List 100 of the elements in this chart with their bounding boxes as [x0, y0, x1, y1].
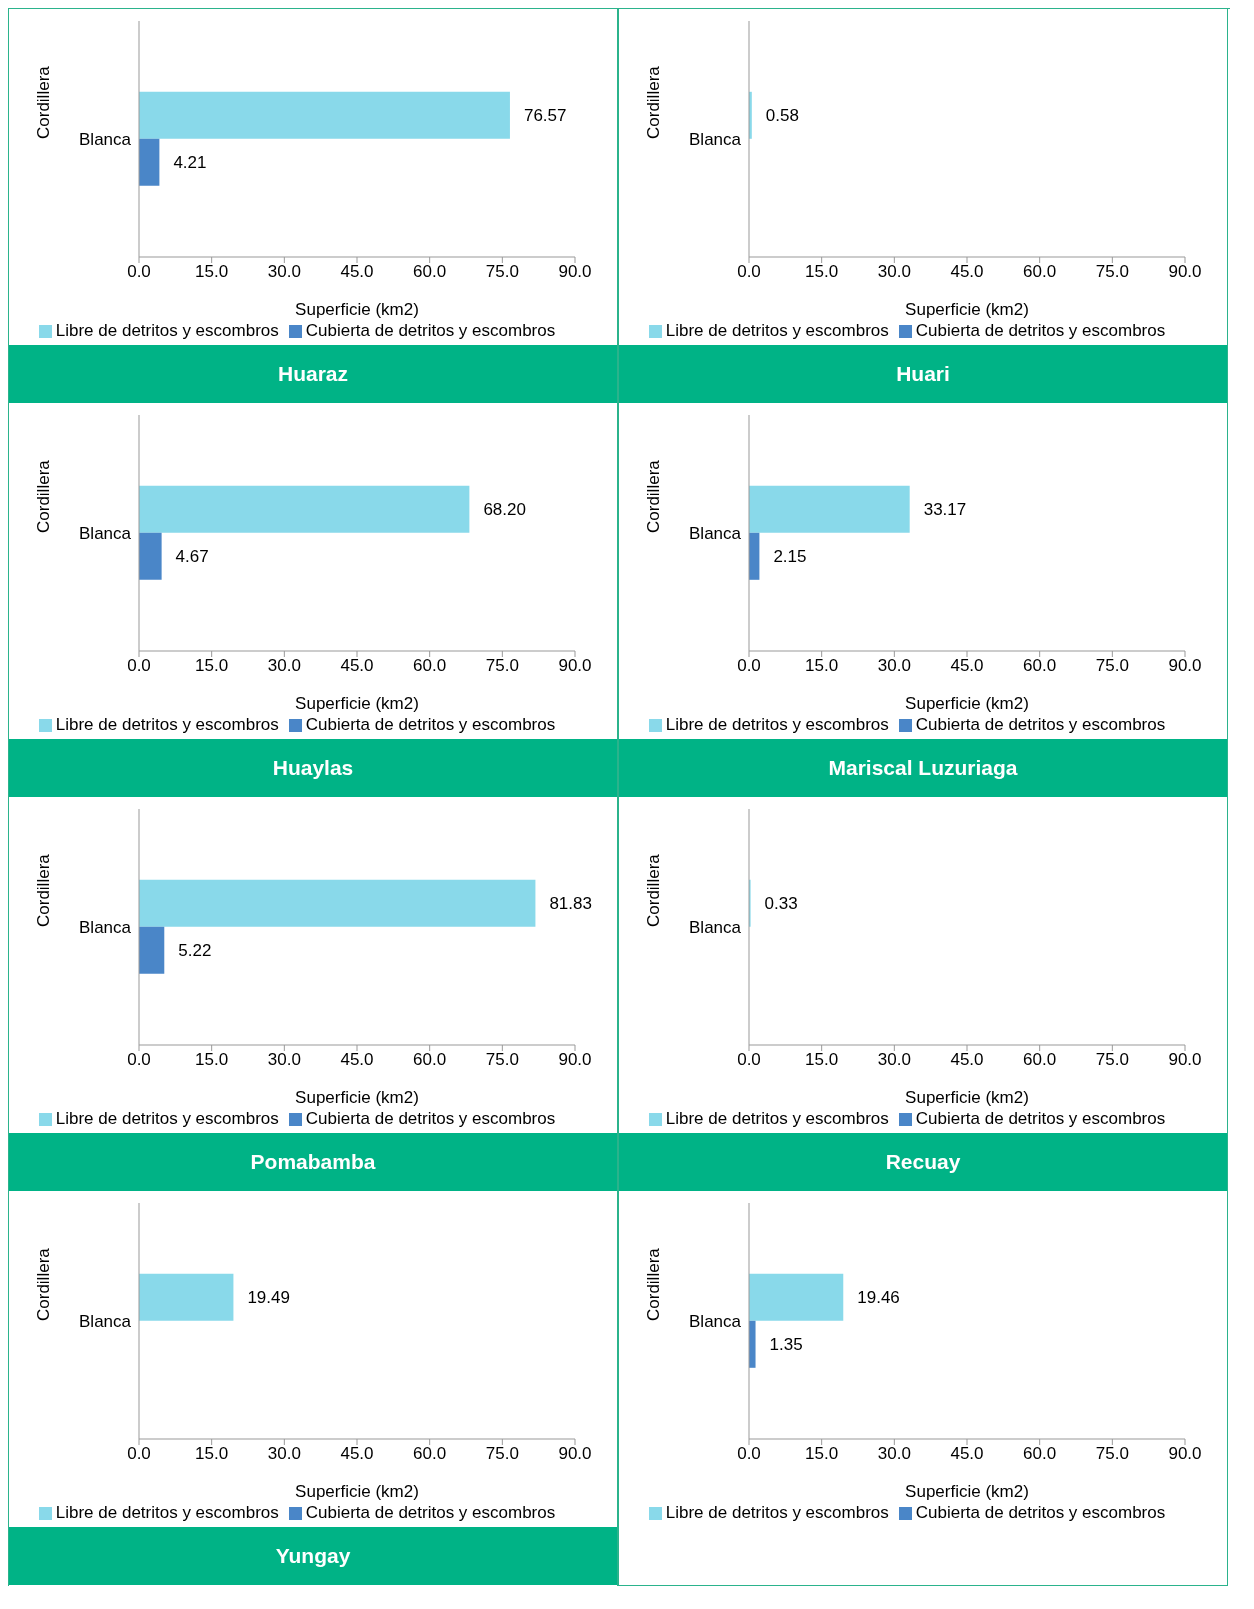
x-tick-label: 30.0 — [877, 262, 911, 282]
legend-label: Libre de detritos y escombros — [55, 321, 279, 340]
y-tick-label: Blanca — [79, 130, 132, 150]
x-tick-label: 0.0 — [737, 262, 761, 282]
x-tick-label: 15.0 — [195, 1444, 229, 1464]
x-tick-label: 75.0 — [485, 1444, 519, 1464]
x-tick-label: 30.0 — [267, 262, 301, 282]
x-tick-label: 90.0 — [558, 1050, 592, 1070]
x-tick-label: 30.0 — [267, 656, 301, 676]
data-label: 1.35 — [769, 1334, 803, 1354]
legend-label: Cubierta de detritos y escombros — [305, 1503, 556, 1522]
x-axis-title: Superficie (km2) — [295, 300, 419, 319]
x-tick-label: 45.0 — [950, 656, 984, 676]
legend-label: Cubierta de detritos y escombros — [305, 715, 556, 734]
x-tick-label: 75.0 — [1095, 262, 1129, 282]
x-tick-label: 45.0 — [340, 1444, 374, 1464]
x-tick-label: 90.0 — [558, 1444, 592, 1464]
x-tick-label: 75.0 — [1095, 656, 1129, 676]
x-tick-label: 0.0 — [737, 656, 761, 676]
x-tick-label: 90.0 — [558, 656, 592, 676]
y-tick-label: Blanca — [79, 1312, 132, 1332]
y-tick-label: Blanca — [79, 918, 132, 938]
data-label: 33.17 — [923, 499, 967, 519]
x-tick-label: 0.0 — [737, 1050, 761, 1070]
text: Huari — [619, 345, 1227, 403]
x-tick-label: 90.0 — [1168, 1444, 1202, 1464]
data-label: 76.57 — [523, 105, 567, 125]
legend-label: Cubierta de detritos y escombros — [915, 715, 1166, 734]
y-axis-title: Cordillera — [644, 853, 664, 927]
x-tick-label: 45.0 — [340, 1050, 374, 1070]
x-tick-label: 60.0 — [413, 262, 447, 282]
x-tick-label: 60.0 — [413, 656, 447, 676]
y-axis-title: Cordillera — [34, 853, 54, 927]
x-axis-title: Superficie (km2) — [905, 694, 1029, 713]
x-tick-label: 0.0 — [127, 1444, 151, 1464]
x-axis-title: Superficie (km2) — [295, 694, 419, 713]
data-label: 0.33 — [764, 893, 798, 913]
x-tick-label: 15.0 — [805, 1444, 839, 1464]
legend-label: Cubierta de detritos y escombros — [915, 1109, 1166, 1128]
x-tick-label: 30.0 — [877, 656, 911, 676]
legend-label: Libre de detritos y escombros — [55, 715, 279, 734]
x-tick-label: 90.0 — [558, 262, 592, 282]
x-tick-label: 30.0 — [267, 1444, 301, 1464]
y-tick-label: Blanca — [689, 918, 742, 938]
x-tick-label: 75.0 — [485, 656, 519, 676]
x-tick-label: 45.0 — [950, 1050, 984, 1070]
y-tick-label: Blanca — [689, 524, 742, 544]
legend-label: Libre de detritos y escombros — [665, 1503, 889, 1522]
x-tick-label: 90.0 — [1168, 1050, 1202, 1070]
data-label: 19.49 — [247, 1287, 290, 1307]
x-tick-label: 60.0 — [1023, 1444, 1057, 1464]
y-axis-title: Cordillera — [644, 459, 664, 533]
data-label: 2.15 — [773, 546, 807, 566]
x-tick-label: 15.0 — [805, 262, 839, 282]
x-tick-label: 0.0 — [127, 262, 151, 282]
x-tick-label: 30.0 — [267, 1050, 301, 1070]
x-tick-label: 45.0 — [950, 262, 984, 282]
x-tick-label: 30.0 — [877, 1444, 911, 1464]
legend-label: Cubierta de detritos y escombros — [305, 321, 556, 340]
x-axis-title: Superficie (km2) — [905, 1482, 1029, 1501]
legend-label: Cubierta de detritos y escombros — [305, 1109, 556, 1128]
x-tick-label: 60.0 — [1023, 262, 1057, 282]
data-label: 19.46 — [857, 1287, 900, 1307]
text: Yungay — [9, 1527, 617, 1585]
data-label: 4.67 — [175, 546, 209, 566]
y-axis-title: Cordillera — [34, 1247, 54, 1321]
data-label: 81.83 — [549, 893, 592, 913]
x-tick-label: 75.0 — [485, 262, 519, 282]
legend-label: Libre de detritos y escombros — [55, 1503, 279, 1522]
y-tick-label: Blanca — [689, 130, 742, 150]
x-tick-label: 90.0 — [1168, 656, 1202, 676]
data-label: 5.22 — [178, 940, 212, 960]
x-axis-title: Superficie (km2) — [295, 1088, 419, 1107]
text: Recuay — [619, 1133, 1227, 1191]
data-label: 0.58 — [765, 105, 799, 125]
x-tick-label: 30.0 — [877, 1050, 911, 1070]
y-axis-title: Cordillera — [644, 65, 664, 139]
x-tick-label: 60.0 — [413, 1444, 447, 1464]
x-tick-label: 15.0 — [195, 1050, 229, 1070]
x-axis-title: Superficie (km2) — [295, 1482, 419, 1501]
text: Pomabamba — [9, 1133, 617, 1191]
legend-label: Libre de detritos y escombros — [55, 1109, 279, 1128]
y-tick-label: Blanca — [79, 524, 132, 544]
legend-label: Cubierta de detritos y escombros — [915, 321, 1166, 340]
x-tick-label: 75.0 — [1095, 1050, 1129, 1070]
x-tick-label: 60.0 — [1023, 1050, 1057, 1070]
x-tick-label: 75.0 — [485, 1050, 519, 1070]
x-axis-title: Superficie (km2) — [905, 300, 1029, 319]
y-axis-title: Cordillera — [644, 1247, 664, 1321]
x-tick-label: 0.0 — [127, 1050, 151, 1070]
x-tick-label: 90.0 — [1168, 262, 1202, 282]
data-label: 4.21 — [173, 152, 207, 172]
x-tick-label: 15.0 — [805, 656, 839, 676]
x-tick-label: 15.0 — [195, 262, 229, 282]
x-tick-label: 75.0 — [1095, 1444, 1129, 1464]
text: Huaylas — [9, 739, 617, 797]
x-tick-label: 60.0 — [1023, 656, 1057, 676]
x-axis-title: Superficie (km2) — [905, 1088, 1029, 1107]
x-tick-label: 45.0 — [340, 656, 374, 676]
y-axis-title: Cordillera — [34, 65, 54, 139]
